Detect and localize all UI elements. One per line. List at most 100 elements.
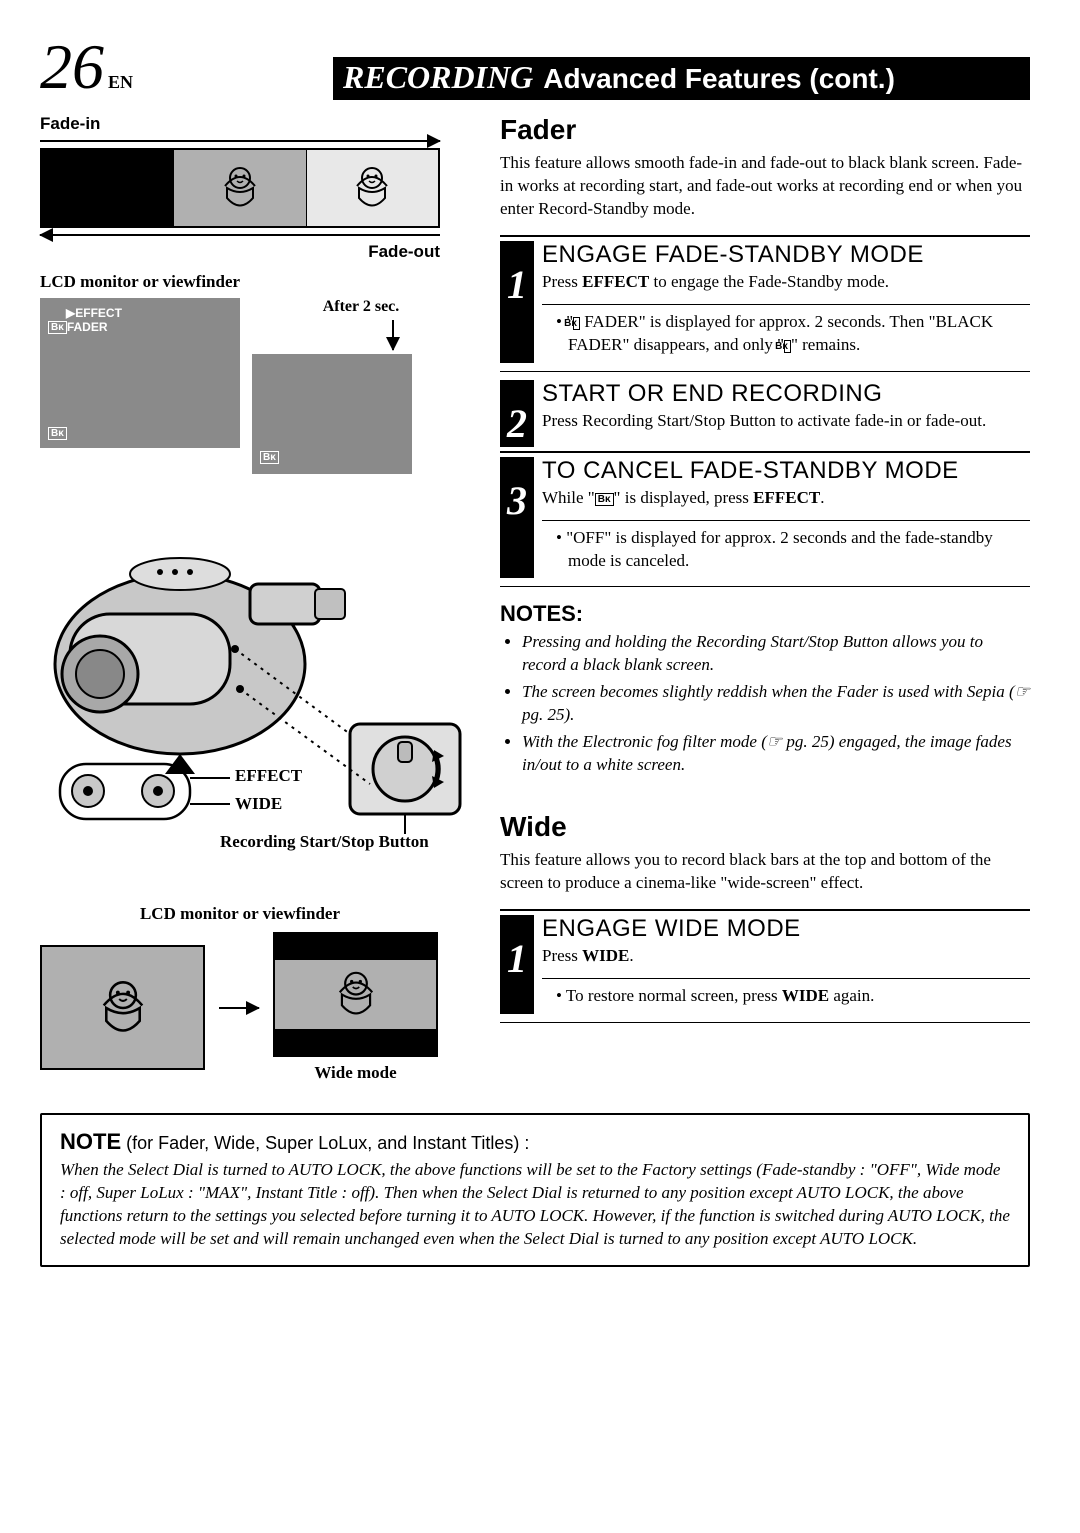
bottom-note-body: When the Select Dial is turned to AUTO L… <box>60 1159 1010 1251</box>
bk-icon: Bᴋ <box>260 451 279 464</box>
header-title-bar: RECORDING Advanced Features (cont.) <box>333 57 1030 100</box>
fader-intro: This feature allows smooth fade-in and f… <box>500 152 1030 221</box>
step-text-seg: Press <box>542 946 582 965</box>
step-text-seg: . <box>629 946 633 965</box>
step-heading: ENGAGE WIDE MODE <box>542 915 1030 943</box>
notes-heading: NOTES: <box>500 601 1030 627</box>
page-header: 26 EN RECORDING Advanced Features (cont.… <box>40 30 1030 104</box>
step-text: Press WIDE. <box>542 945 1030 968</box>
lcd-row: ▶EFFECT BᴋFADER Bᴋ After 2 sec. Bᴋ <box>40 298 470 474</box>
camera-illustration: EFFECT WIDE Recording Start/Stop Button <box>40 494 470 844</box>
sub-bold: WIDE <box>782 986 829 1005</box>
lcd-right-block: After 2 sec. Bᴋ <box>252 298 470 474</box>
step-heading: TO CANCEL FADE-STANDBY MODE <box>542 457 1030 485</box>
step-sub: • To restore normal screen, press WIDE a… <box>556 985 1030 1008</box>
step-number: 2 <box>500 380 534 447</box>
note-item: The screen becomes slightly reddish when… <box>522 681 1030 727</box>
fade-cell-black <box>42 150 174 226</box>
step-text-seg: to engage the Fade-Standby mode. <box>649 272 889 291</box>
step-number: 3 <box>500 457 534 579</box>
step-text-seg: Press <box>542 272 582 291</box>
page-number-block: 26 EN <box>40 30 133 104</box>
bottom-note-box: NOTE (for Fader, Wide, Super LoLux, and … <box>40 1113 1030 1267</box>
wide-top-bar <box>275 934 436 960</box>
lcd-label-1: LCD monitor or viewfinder <box>40 272 470 292</box>
effect-label: EFFECT <box>235 766 302 786</box>
left-column: Fade-in <box>40 114 470 1083</box>
character-icon <box>337 158 407 218</box>
step-text-seg: " is displayed, press <box>614 488 754 507</box>
wide-label: WIDE <box>235 794 282 814</box>
lcd-fader-line: BᴋFADER <box>48 320 232 334</box>
lcd-label-2: LCD monitor or viewfinder <box>40 904 440 924</box>
notes-list: Pressing and holding the Recording Start… <box>500 631 1030 777</box>
wide-before <box>40 945 205 1070</box>
sub-seg: To restore normal screen, press <box>566 986 782 1005</box>
bottom-note-title: NOTE (for Fader, Wide, Super LoLux, and … <box>60 1129 1010 1155</box>
fader-step-2: 2 START OR END RECORDING Press Recording… <box>500 380 1030 449</box>
step-text-bold: EFFECT <box>753 488 820 507</box>
fade-out-arrow-icon <box>40 234 440 236</box>
fade-strip <box>40 148 440 228</box>
step-text-seg: While " <box>542 488 595 507</box>
fade-in-arrow-icon <box>40 140 440 142</box>
step-heading: ENGAGE FADE-STANDBY MODE <box>542 241 1030 269</box>
step-text-seg: . <box>820 488 824 507</box>
fader-title: Fader <box>500 114 1030 146</box>
step-number: 1 <box>500 915 534 1014</box>
rec-button-label: Recording Start/Stop Button <box>220 832 429 852</box>
lcd-screen-2: Bᴋ <box>252 354 412 474</box>
fader-step-1: 1 ENGAGE FADE-STANDBY MODE Press EFFECT … <box>500 241 1030 372</box>
bk-icon: Bᴋ <box>784 340 791 353</box>
wide-mode-label: Wide mode <box>273 1063 438 1083</box>
fade-in-label: Fade-in <box>40 114 470 134</box>
step-sub: • "Bᴋ FADER" is displayed for approx. 2 … <box>556 311 1030 357</box>
bk-icon: Bᴋ <box>48 321 67 334</box>
fade-cell-light <box>307 150 438 226</box>
wide-step-1: 1 ENGAGE WIDE MODE Press WIDE. • To rest… <box>500 915 1030 1023</box>
sub-seg: again. <box>829 986 874 1005</box>
bottom-note-title-rest: (for Fader, Wide, Super LoLux, and Insta… <box>121 1133 529 1153</box>
lcd-bk-corner: Bᴋ <box>48 426 67 440</box>
after-2sec-label: After 2 sec. <box>252 298 470 316</box>
character-icon <box>205 158 275 218</box>
bk-icon: Bᴋ <box>573 317 580 330</box>
lcd-effect-text: ▶EFFECT <box>66 306 232 320</box>
arrow-down-icon <box>392 320 394 350</box>
character-icon <box>78 968 168 1048</box>
fader-step-3: 3 TO CANCEL FADE-STANDBY MODE While "Bᴋ"… <box>500 457 1030 588</box>
note-item: Pressing and holding the Recording Start… <box>522 631 1030 677</box>
step-text-bold: EFFECT <box>582 272 649 291</box>
header-title-italic: RECORDING <box>343 59 533 96</box>
bk-icon: Bᴋ <box>48 427 67 440</box>
camcorder-icon <box>40 494 470 844</box>
wide-after <box>273 932 438 1057</box>
step-number: 1 <box>500 241 534 363</box>
right-column: Fader This feature allows smooth fade-in… <box>500 114 1030 1083</box>
wide-after-block: Wide mode <box>273 932 438 1083</box>
step-sub: • "OFF" is displayed for approx. 2 secon… <box>556 527 1030 573</box>
fade-cell-gray <box>174 150 306 226</box>
page-lang: EN <box>108 72 133 93</box>
fade-out-label: Fade-out <box>40 242 440 262</box>
character-icon <box>311 962 401 1027</box>
step-text: Press Recording Start/Stop Button to act… <box>542 410 1030 433</box>
wide-row: Wide mode <box>40 932 470 1083</box>
wide-title: Wide <box>500 811 1030 843</box>
page-number: 26 <box>40 30 104 104</box>
bottom-note-title-bold: NOTE <box>60 1129 121 1154</box>
sub-seg: "OFF" is displayed for approx. 2 seconds… <box>566 528 993 570</box>
wide-bottom-bar <box>275 1029 436 1055</box>
sub-seg: " remains. <box>791 335 860 354</box>
header-title-rest: Advanced Features (cont.) <box>543 63 895 95</box>
wide-arrow-icon <box>219 1007 259 1009</box>
step-text: Press EFFECT to engage the Fade-Standby … <box>542 271 1030 294</box>
lcd-screen-1: ▶EFFECT BᴋFADER Bᴋ <box>40 298 240 448</box>
step-text: While "Bᴋ" is displayed, press EFFECT. <box>542 487 1030 510</box>
step-text-bold: WIDE <box>582 946 629 965</box>
note-item: With the Electronic fog filter mode (☞ p… <box>522 731 1030 777</box>
bk-icon: Bᴋ <box>595 493 614 506</box>
wide-intro: This feature allows you to record black … <box>500 849 1030 895</box>
lcd-fader-text: FADER <box>67 320 108 334</box>
step-heading: START OR END RECORDING <box>542 380 1030 408</box>
